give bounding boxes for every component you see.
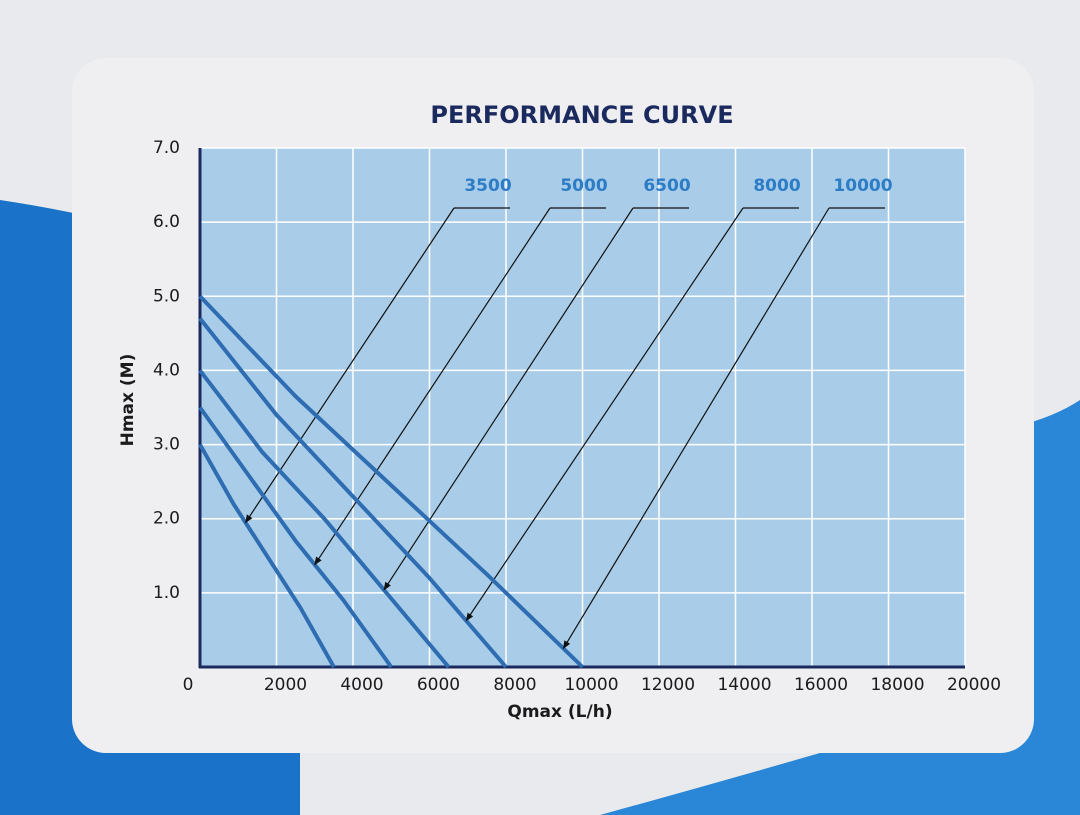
y-tick-label: 1.0 <box>153 583 180 603</box>
series-label: 10000 <box>833 176 892 196</box>
x-tick-label: 16000 <box>794 675 848 695</box>
x-tick-label: 18000 <box>870 675 924 695</box>
y-tick-label: 4.0 <box>153 360 180 380</box>
y-axis-title: Hmax (M) <box>118 354 138 447</box>
x-axis-title: Qmax (L/h) <box>507 702 612 722</box>
x-tick-label: 8000 <box>493 675 536 695</box>
series-line <box>198 369 451 669</box>
series-label: 3500 <box>464 176 511 196</box>
annotation-arrow <box>562 207 830 650</box>
y-tick-label: 3.0 <box>153 435 180 455</box>
y-tick-label: 2.0 <box>153 509 180 529</box>
series-line <box>198 294 584 669</box>
series-line <box>198 406 393 669</box>
annotation-arrow <box>465 207 744 622</box>
y-tick-label: 5.0 <box>153 286 180 306</box>
x-tick-label: 2000 <box>264 675 307 695</box>
series-label: 8000 <box>753 176 800 196</box>
annotation-arrow <box>314 207 551 566</box>
series-label: 6500 <box>643 176 690 196</box>
y-tick-label: 7.0 <box>153 138 180 158</box>
series-line <box>198 317 508 669</box>
x-tick-label: 0 <box>183 675 194 695</box>
annotation-arrow <box>383 207 634 591</box>
x-tick-label: 14000 <box>717 675 771 695</box>
x-tick-label: 4000 <box>340 675 383 695</box>
chart-title: PERFORMANCE CURVE <box>430 101 733 129</box>
x-tick-label: 20000 <box>947 675 1001 695</box>
x-tick-label: 6000 <box>417 675 460 695</box>
series-line <box>198 443 336 668</box>
x-tick-label: 12000 <box>641 675 695 695</box>
series-label: 5000 <box>560 176 607 196</box>
x-tick-label: 10000 <box>564 675 618 695</box>
y-tick-label: 6.0 <box>153 212 180 232</box>
